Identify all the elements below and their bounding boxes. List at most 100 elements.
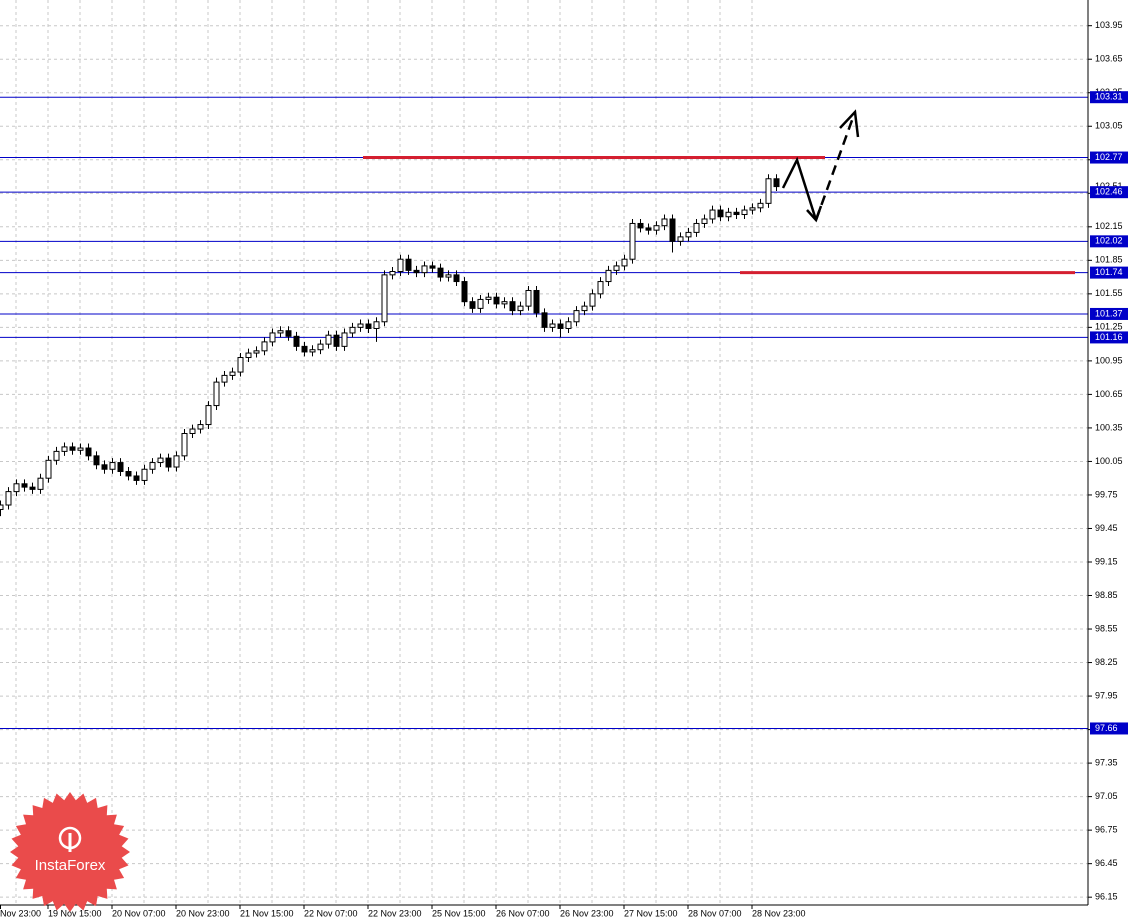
level-label: 101.16 [1095,332,1123,342]
y-tick-label: 100.35 [1095,422,1123,432]
candle-body [557,323,564,329]
candle-body [253,350,260,354]
candle-body [389,271,396,276]
x-tick-label: 27 Nov 15:00 [624,908,678,918]
candle-body [637,222,644,229]
candle-body [117,462,124,472]
candle-body [733,211,740,216]
candle-body [397,258,404,272]
candle-body [29,486,36,490]
levels [0,96,1088,729]
candle-body [581,305,588,312]
candle-body [181,433,188,457]
candle-body [13,483,20,493]
level-label: 102.77 [1095,152,1123,162]
candle-body [285,330,292,337]
candle-body [485,296,492,300]
forecast-dashed [814,111,857,221]
x-tick-label: 28 Nov 07:00 [688,908,742,918]
candles [0,174,780,517]
x-tick-label: 25 Nov 15:00 [432,908,486,918]
candle-body [749,207,756,211]
logo-text: InstaForex [35,857,106,874]
y-tick-label: 103.05 [1095,121,1123,131]
candle-body [453,274,460,283]
level-label: 101.74 [1095,267,1123,277]
candle-body [405,258,412,271]
level-label-box [1090,722,1128,735]
candle-body [701,218,708,224]
candle-body [341,332,348,347]
candle-body [565,321,572,329]
y-tick-label: 97.05 [1095,791,1118,801]
candle-body [349,326,356,334]
candle-body [149,462,156,470]
y-tick-label: 103.95 [1095,20,1123,30]
candle-body [461,281,468,303]
candle-body [125,470,132,477]
y-tick-label: 99.15 [1095,556,1118,566]
candle-body [773,178,780,188]
candle-body [541,312,548,328]
y-tick-label: 100.65 [1095,389,1123,399]
candle-body [189,428,196,435]
candle-body [605,269,612,283]
candle-body [669,218,676,242]
x-tick-label: 26 Nov 07:00 [496,908,550,918]
candle-body [501,301,508,305]
level-label-box [1090,266,1128,279]
y-tick-label: 98.85 [1095,590,1118,600]
candle-body [629,222,636,260]
candle-body [429,265,436,269]
logo: InstaForex [10,792,130,912]
candle-body [229,371,236,376]
candle-body [709,209,716,220]
level-label: 101.37 [1095,308,1123,318]
candle-body [765,178,772,204]
candle-body [413,269,420,274]
candle-body [213,381,220,407]
level-label-box [1090,186,1128,199]
candle-body [245,352,252,359]
y-tick-label: 101.25 [1095,322,1123,332]
x-tick-label: 20 Nov 23:00 [176,908,230,918]
forecast-solid [781,156,818,221]
level-label-box [1090,331,1128,344]
candle-body [237,357,244,373]
candle-body [221,374,228,383]
candle-body [549,323,556,328]
level-label: 103.31 [1095,92,1123,102]
candle-body [157,457,164,464]
candle-body [685,231,692,238]
level-label: 102.02 [1095,236,1123,246]
x-tick-label: 22 Nov 23:00 [368,908,422,918]
candle-body [645,227,652,231]
level-label-box [1090,151,1128,164]
candle-body [725,211,732,218]
candle-body [493,296,500,305]
x-tick-label: 19 Nov 15:00 [48,908,102,918]
candle-body [757,202,764,209]
candle-body [597,281,604,295]
candle-body [101,464,108,470]
candle-body [509,301,516,312]
y-tick-label: 96.45 [1095,858,1118,868]
y-tick-label: 98.55 [1095,623,1118,633]
y-tick-label: 101.85 [1095,255,1123,265]
y-tick-label: 100.95 [1095,355,1123,365]
candle-body [317,343,324,351]
y-tick-label: 103.65 [1095,54,1123,64]
candle-body [469,301,476,309]
level-label-box [1090,235,1128,248]
forecast-arrow [781,109,860,223]
candle-body [437,267,444,278]
x-tick-label: 22 Nov 07:00 [304,908,358,918]
y-tick-label: 99.75 [1095,489,1118,499]
y-tick-label: 101.55 [1095,288,1123,298]
candle-body [333,334,340,347]
candle-body [381,274,388,323]
candle-body [61,446,68,452]
